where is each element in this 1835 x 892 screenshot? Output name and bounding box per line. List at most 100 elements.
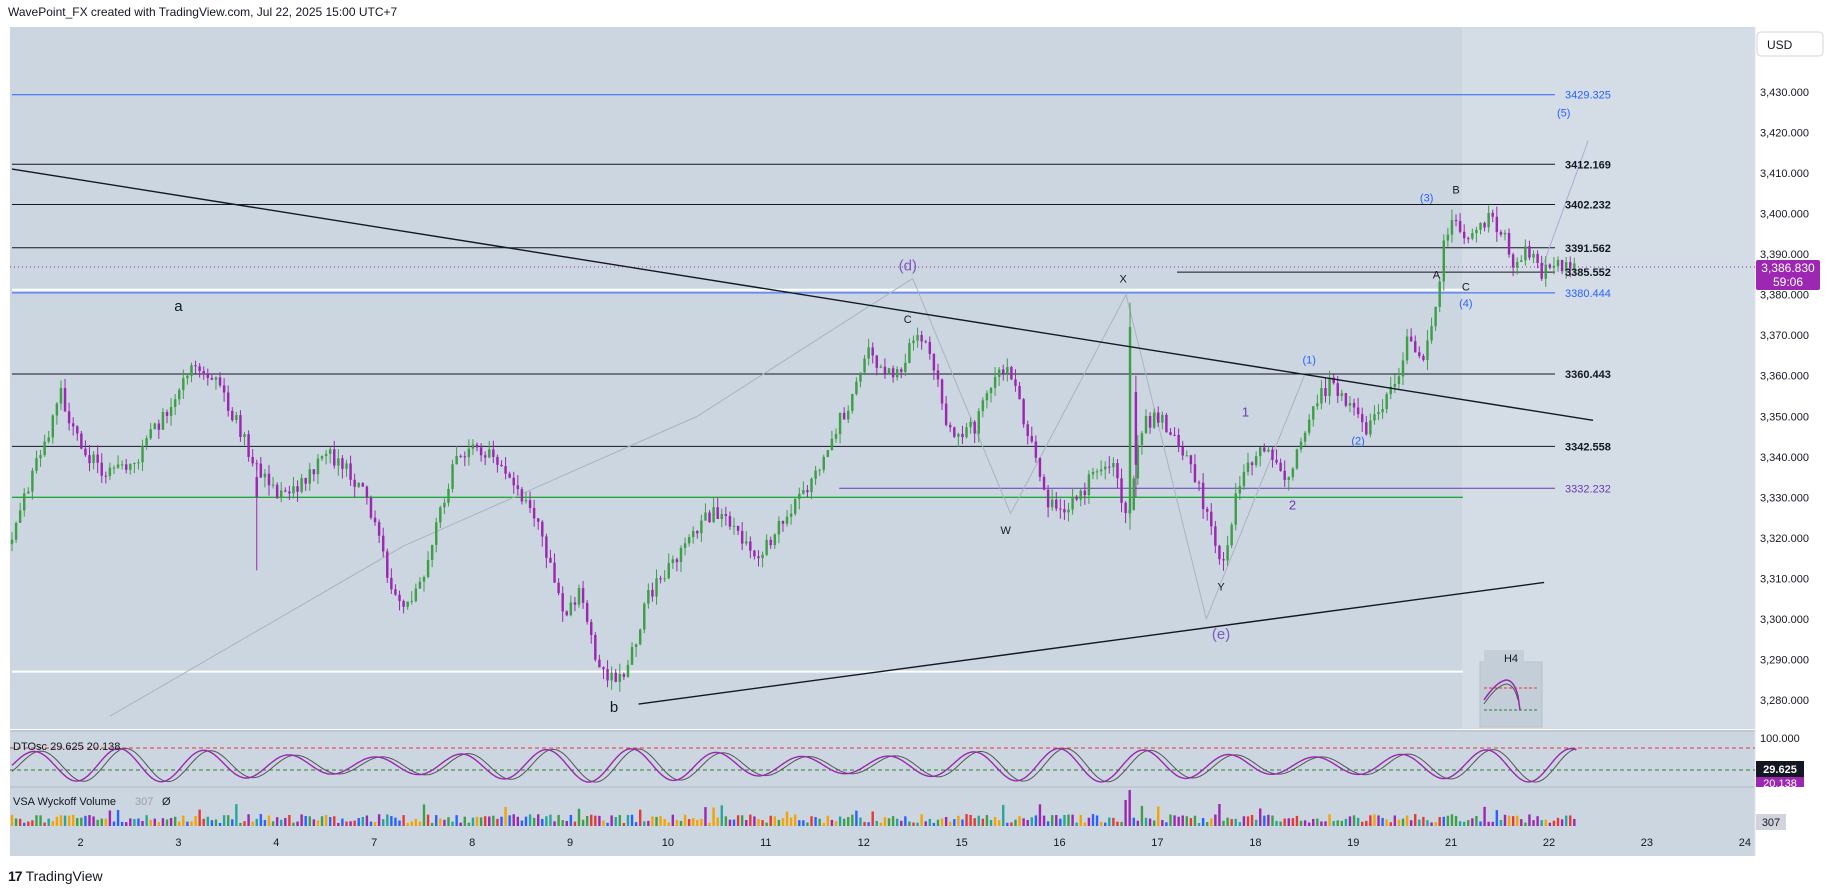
volume-bar-267 [1099, 821, 1103, 826]
candle-body-291 [1197, 482, 1201, 484]
volume-bar-367 [1507, 815, 1511, 826]
volume-bar-215 [887, 818, 891, 826]
candle-body-122 [508, 473, 511, 478]
candle-body-13 [63, 387, 67, 412]
volume-legend-value: 307 [135, 796, 153, 808]
volume-bar-161 [667, 822, 670, 826]
volume-bar-35 [153, 818, 156, 826]
candle-body-256 [1055, 499, 1058, 509]
volume-bar-74 [312, 819, 316, 826]
candle-body-383 [1573, 263, 1576, 269]
mini-preview: H4 [1479, 650, 1543, 728]
volume-bar-299 [1230, 819, 1233, 826]
candle-body-237 [977, 411, 980, 434]
x-tick-0: 2 [77, 837, 83, 849]
candle-body-338 [1389, 386, 1392, 395]
volume-bar-24 [108, 810, 112, 826]
volume-bar-227 [936, 819, 940, 826]
volume-bar-132 [549, 814, 552, 826]
trendline-0 [11, 168, 1594, 422]
volume-bar-43 [186, 821, 189, 826]
candle-body-8 [43, 441, 46, 456]
candle-body-103 [430, 544, 434, 560]
volume-bar-329 [1352, 815, 1356, 826]
candle-body-21 [96, 454, 99, 463]
candle-body-327 [1344, 393, 1348, 406]
candle-body-351 [1442, 240, 1446, 282]
candle-body-147 [610, 672, 613, 681]
candle-body-32 [141, 445, 144, 463]
volume-legend-suffix: Ø [162, 796, 171, 808]
candle-body-247 [1018, 385, 1021, 400]
osc-badge-1-bg [1756, 761, 1804, 777]
candle-body-136 [565, 611, 568, 616]
volume-bar-287 [1181, 815, 1184, 826]
volume-bar-273 [1124, 800, 1127, 826]
price-level-label-3: 3391.562 [1565, 243, 1611, 255]
volume-bar-82 [345, 821, 348, 826]
candle-body-124 [516, 485, 520, 490]
current-price: 3,386.830 [1761, 261, 1815, 275]
candle-body-244 [1006, 366, 1009, 374]
candle-body-45 [194, 365, 197, 367]
volume-bar-222 [916, 822, 919, 826]
candle-body-193 [798, 493, 801, 500]
volume-badge-bg [1756, 814, 1786, 830]
candle-body-139 [577, 588, 581, 605]
volume-bar-242 [997, 820, 1001, 826]
candle-body-164 [679, 548, 683, 563]
candle-body-223 [920, 335, 923, 342]
volume-bar-216 [891, 816, 895, 826]
candle-body-250 [1030, 436, 1034, 442]
price-level-label-6: 3360.443 [1565, 369, 1611, 381]
volume-bar-28 [125, 822, 128, 826]
volume-bar-225 [928, 818, 932, 826]
candle-body-380 [1560, 259, 1564, 272]
volume-bar-366 [1503, 814, 1507, 826]
volume-bar-176 [728, 819, 732, 826]
volume-bar-97 [406, 822, 409, 826]
candle-body-159 [659, 578, 662, 580]
candle-body-121 [504, 466, 507, 474]
volume-bar-171 [708, 822, 711, 826]
x-tick-17: 24 [1739, 837, 1751, 849]
candle-body-134 [557, 582, 560, 594]
x-tick-10: 16 [1053, 837, 1065, 849]
candle-body-225 [928, 341, 932, 354]
candle-body-221 [912, 340, 915, 344]
candle-body-356 [1462, 231, 1466, 239]
candle-body-352 [1446, 234, 1450, 241]
volume-bar-343 [1409, 820, 1413, 826]
volume-bar-254 [1046, 821, 1050, 826]
volume-bar-189 [781, 818, 785, 826]
currency-button[interactable]: USD [1756, 31, 1824, 57]
candle-body-96 [402, 600, 405, 607]
volume-bar-346 [1422, 816, 1425, 826]
candle-body-27 [120, 464, 124, 466]
indicator-background [10, 730, 1755, 856]
volume-bar-270 [1112, 817, 1115, 826]
candle-body-239 [985, 393, 989, 401]
volume-bar-148 [614, 817, 617, 826]
candle-body-163 [675, 559, 679, 563]
volume-bar-248 [1022, 818, 1025, 826]
volume-bar-283 [1165, 822, 1168, 826]
candle-body-359 [1475, 229, 1478, 234]
candle-body-28 [124, 464, 128, 470]
volume-bar-198 [818, 818, 821, 826]
candle-body-285 [1173, 434, 1176, 436]
volume-bar-1 [14, 818, 18, 826]
x-tick-4: 8 [469, 837, 475, 849]
candle-body-229 [944, 403, 948, 425]
candle-body-37 [161, 412, 165, 430]
candle-body-322 [1324, 388, 1327, 397]
candle-body-150 [622, 674, 626, 677]
candle-body-60 [255, 463, 258, 465]
candle-body-355 [1458, 221, 1462, 232]
candle-body-20 [92, 454, 95, 464]
candle-body-339 [1393, 384, 1397, 387]
candle-body-24 [108, 467, 112, 477]
candle-body-202 [834, 433, 838, 439]
volume-bar-192 [794, 814, 797, 826]
